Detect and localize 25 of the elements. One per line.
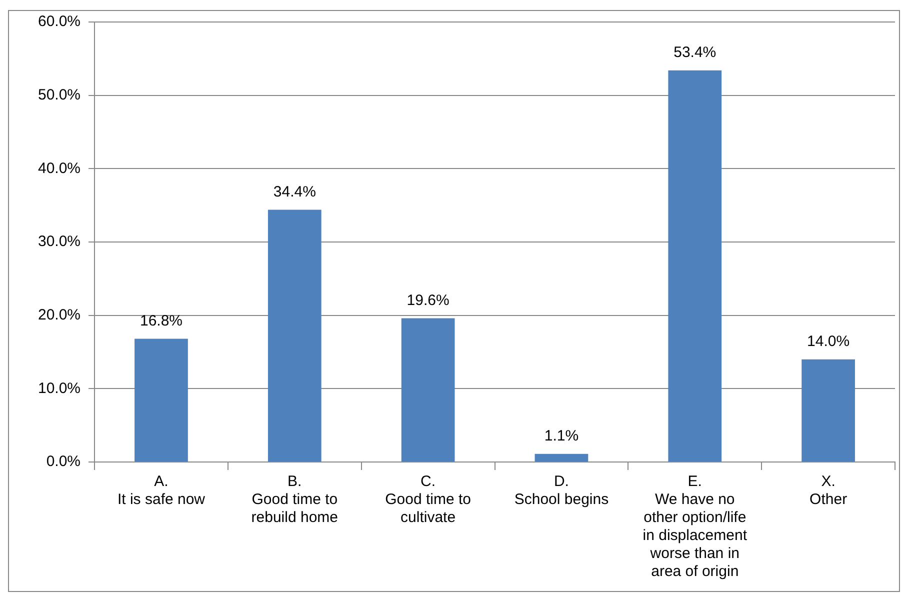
y-tick-label: 20.0%	[38, 306, 81, 324]
y-tick-label: 30.0%	[38, 233, 81, 250]
x-tick-label: B. Good time to rebuild home	[251, 473, 338, 526]
y-tick-label: 60.0%	[38, 13, 81, 30]
y-tick-label: 50.0%	[38, 86, 81, 104]
x-tick-label: E. We have no other option/life in displacement worse than in area of origin	[642, 473, 748, 580]
data-label: 1.1%	[544, 428, 579, 445]
x-tick-label: C. Good time to cultivate	[385, 473, 472, 526]
bar	[668, 70, 722, 462]
y-tick-label: 40.0%	[38, 160, 81, 177]
data-label: 19.6%	[406, 292, 450, 309]
data-label: 16.8%	[140, 312, 183, 330]
x-tick-label: D. School begins	[514, 473, 609, 508]
data-label: 53.4%	[674, 44, 716, 62]
bar	[802, 359, 855, 462]
y-tick-label: 10.0%	[38, 380, 81, 397]
bar	[401, 318, 455, 462]
data-label: 34.4%	[273, 183, 316, 200]
bar	[134, 338, 188, 462]
x-tick-label: X. Other	[810, 473, 848, 508]
data-label: 14.0%	[807, 332, 850, 350]
x-tick-label: A. It is safe now	[117, 473, 206, 508]
bar	[534, 454, 588, 462]
y-tick-label: 0.0%	[46, 453, 81, 470]
bar	[268, 210, 322, 462]
